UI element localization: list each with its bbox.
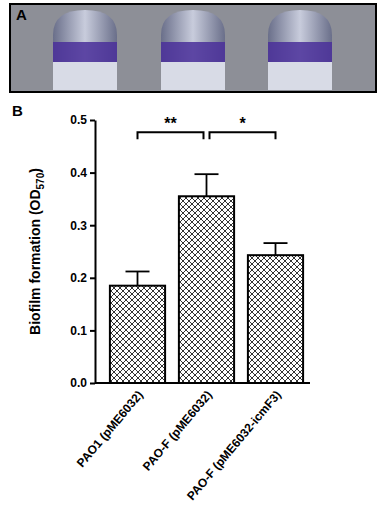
y-tick-label: 0.0 — [70, 376, 87, 390]
photo-frame — [10, 4, 376, 92]
x-tick-label: PAO-F (pME6032-icmF3) — [184, 388, 284, 503]
tube — [53, 10, 117, 90]
x-axis-line — [95, 382, 310, 384]
y-tick: 0.5 — [70, 113, 95, 127]
tube — [268, 10, 332, 90]
annotations: *** — [138, 115, 276, 139]
x-axis: PAO1 (pME6032)PAO-F (pME6032)PAO-F (pME6… — [74, 383, 310, 503]
y-tick-mark — [90, 383, 95, 385]
significance-bracket — [210, 132, 276, 139]
error-cap — [195, 173, 219, 175]
tube-body — [268, 10, 332, 90]
figure: A B 0.0 0.1 0.2 0.3 0.4 0.5 Biofilm formation (O… — [0, 0, 389, 510]
y-tick-label: 0.1 — [70, 324, 87, 338]
y-tick-mark — [90, 330, 95, 332]
y-axis-title-part: ) — [27, 168, 43, 173]
y-axis-title: Biofilm formation (OD570) — [27, 168, 46, 335]
x-tick: PAO-F (pME6032) — [140, 383, 215, 473]
error-cap — [126, 271, 150, 273]
y-tick-mark — [90, 277, 95, 279]
y-tick-label: 0.5 — [70, 113, 87, 127]
y-tick-mark — [90, 225, 95, 227]
significance-bracket — [138, 132, 204, 139]
x-tick-label: PAO1 (pME6032) — [74, 388, 146, 470]
tube-body — [161, 10, 225, 90]
x-tick-label: PAO-F (pME6032) — [140, 388, 215, 473]
tube-body — [53, 10, 117, 90]
x-tick: PAO1 (pME6032) — [74, 383, 146, 470]
y-tick: 0.1 — [70, 324, 95, 338]
significance-label: ** — [164, 115, 177, 132]
significance-label: * — [239, 115, 246, 132]
tube-bottom — [161, 62, 225, 90]
stain-ring — [53, 42, 117, 62]
tube-bottom — [268, 62, 332, 90]
panel-label: B — [12, 102, 23, 119]
bar — [179, 196, 234, 383]
error-cap — [264, 242, 288, 244]
y-axis-line — [95, 121, 97, 384]
y-tick-mark — [90, 172, 95, 174]
panel-label: A — [16, 6, 27, 23]
tube-bottom — [53, 62, 117, 90]
y-axis: 0.0 0.1 0.2 0.3 0.4 0.5 — [70, 113, 95, 390]
plot-area — [110, 174, 303, 383]
tube — [161, 10, 225, 90]
bar — [248, 255, 303, 383]
y-tick: 0.4 — [70, 166, 95, 180]
y-tick-label: 0.2 — [70, 271, 87, 285]
x-tick: PAO-F (pME6032-icmF3) — [184, 383, 284, 503]
stain-ring — [268, 42, 332, 62]
y-tick: 0.3 — [70, 219, 95, 233]
stain-ring — [161, 42, 225, 62]
y-tick: 0.0 — [70, 376, 95, 390]
y-axis-title-part: 570 — [35, 172, 46, 189]
y-tick-label: 0.3 — [70, 219, 87, 233]
panel-a: A — [10, 4, 376, 92]
y-axis-title-part: Biofilm formation (OD — [27, 189, 43, 334]
y-tick-label: 0.4 — [70, 166, 87, 180]
y-tick-mark — [90, 120, 95, 122]
y-tick: 0.2 — [70, 271, 95, 285]
bar — [110, 286, 165, 383]
